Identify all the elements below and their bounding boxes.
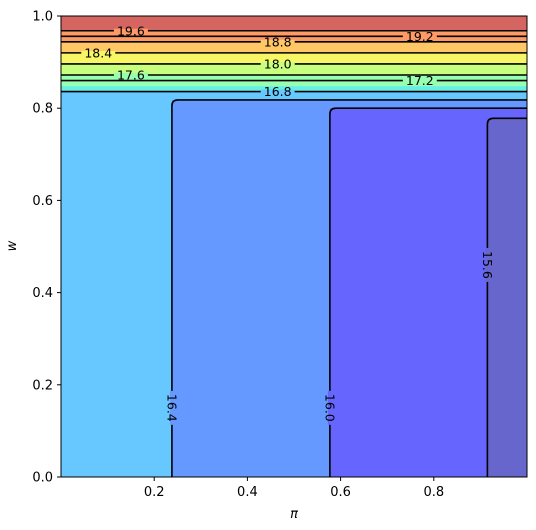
contour-region-2 — [61, 41, 527, 53]
y-tick-label: 0.2 — [32, 378, 53, 393]
contour-label-17-2: 17.2 — [402, 73, 437, 88]
contour-line-16-4 — [171, 99, 527, 477]
filled-contour-regions — [61, 16, 527, 477]
contour-label-17-6: 17.6 — [113, 68, 148, 83]
contour-level-text: 18.8 — [264, 34, 292, 49]
contour-label-19-6: 19.6 — [113, 23, 148, 38]
contour-label-gap — [113, 73, 148, 78]
contour-label-18-4: 18.4 — [81, 45, 116, 60]
contour-level-text: 16.4 — [164, 394, 179, 422]
contour-label-18-8: 18.8 — [260, 34, 295, 49]
contour-region-4 — [61, 63, 527, 76]
contour-label-gap — [169, 390, 174, 425]
contour-label-19-2: 19.2 — [402, 29, 437, 44]
contour-label-gap — [113, 28, 148, 33]
contour-label-16-4: 16.4 — [164, 390, 179, 425]
y-tick-label: 0.0 — [32, 471, 53, 486]
contour-level-text: 18.4 — [84, 45, 112, 60]
x-axis: 0.2 0.4 0.6 0.8 — [144, 477, 444, 500]
contour-label-gap — [260, 39, 295, 44]
contour-region-10 — [487, 118, 527, 477]
x-tick-label: 0.8 — [423, 485, 444, 500]
y-axis: 0.0 0.2 0.4 0.6 0.8 1.0 — [32, 10, 61, 486]
contour-level-text: 17.2 — [406, 73, 434, 88]
contour-label-16-8: 16.8 — [260, 84, 295, 99]
x-tick-label: 0.6 — [330, 485, 351, 500]
contour-label-gap — [402, 78, 437, 83]
contour-label-15-6: 15.6 — [480, 247, 495, 282]
y-tick-label: 0.6 — [32, 194, 53, 209]
contour-label-gap — [260, 89, 295, 94]
contour-level-text: 18.0 — [264, 56, 292, 71]
contour-level-text: 16.8 — [264, 84, 292, 99]
contour-region-6 — [61, 86, 527, 92]
contour-region-0 — [61, 16, 527, 31]
contour-labels: 19.6 19.2 18.8 18.4 18.0 17.6 17.2 16.8 16.4 16.0… — [81, 23, 495, 425]
contour-line-16-0 — [329, 107, 527, 477]
contour-label-gap — [327, 390, 332, 425]
y-tick-label: 0.8 — [32, 102, 53, 117]
contour-level-text: 16.0 — [322, 394, 337, 422]
contour-label-gap — [81, 50, 116, 55]
contour-line-15-6 — [486, 117, 527, 477]
contour-level-text: 19.6 — [117, 23, 145, 38]
x-tick-label: 0.2 — [144, 485, 165, 500]
x-tick-label: 0.4 — [237, 485, 258, 500]
contour-label-gap — [402, 34, 437, 39]
contour-level-text: 19.2 — [406, 29, 434, 44]
plot-frame — [60, 15, 528, 478]
y-tick-label: 0.4 — [32, 286, 53, 301]
contour-level-text: 17.6 — [117, 68, 145, 83]
contour-label-18-0: 18.0 — [260, 56, 295, 71]
contour-level-text: 15.6 — [480, 251, 495, 279]
contour-label-gap — [485, 247, 490, 282]
y-tick-label: 1.0 — [32, 10, 53, 25]
contour-label-gap — [260, 61, 295, 66]
contour-region-3 — [61, 52, 527, 64]
y-axis-label: w — [5, 240, 20, 251]
x-axis-label: π — [290, 507, 298, 522]
contour-label-16-0: 16.0 — [322, 390, 337, 425]
